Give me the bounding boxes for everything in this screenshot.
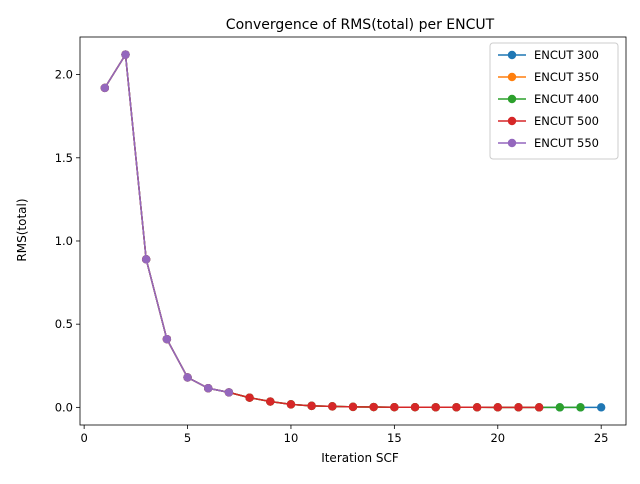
- data-point: [204, 384, 213, 393]
- data-point: [286, 400, 296, 409]
- legend-swatch-marker: [507, 50, 517, 60]
- data-point: [162, 334, 172, 344]
- legend-swatch-marker: [507, 94, 517, 104]
- legend-entry: ENCUT 300: [498, 48, 599, 62]
- data-point: [596, 403, 606, 412]
- legend-box: [489, 42, 619, 160]
- legend-swatch-marker: [507, 72, 517, 82]
- data-point: [390, 402, 399, 412]
- data-point: [472, 403, 482, 412]
- x-tick-label: 20: [490, 431, 505, 445]
- legend-swatch-marker: [507, 138, 517, 148]
- x-axis-label: Iteration SCF: [321, 451, 399, 465]
- legend-label: ENCUT 350: [534, 70, 599, 84]
- axes: 0 5 10 15 20 25 0.0 0.5 1.0 1.5 2.0: [55, 36, 627, 445]
- data-point: [141, 255, 151, 264]
- legend-label: ENCUT 300: [534, 48, 599, 62]
- data-point: [121, 50, 130, 59]
- y-tick-label: 1.5: [55, 151, 73, 165]
- x-tick-label: 25: [594, 431, 609, 445]
- data-point: [266, 397, 275, 406]
- data-point: [348, 402, 358, 412]
- y-axis-label: RMS(total): [15, 198, 29, 261]
- axes-frame: [79, 36, 627, 426]
- data-point: [224, 388, 234, 397]
- data-point: [100, 83, 110, 93]
- legend-label: ENCUT 500: [534, 114, 599, 128]
- legend-swatch-marker: [507, 116, 517, 126]
- series-4: [100, 50, 234, 397]
- legend-entry: ENCUT 400: [498, 92, 599, 106]
- x-tick-label: 10: [284, 431, 299, 445]
- x-tick-label: 5: [184, 431, 191, 445]
- data-point: [328, 402, 337, 411]
- y-tick-label: 0.0: [55, 400, 73, 414]
- data-point: [452, 403, 461, 412]
- y-tick-label: 1.0: [55, 234, 73, 248]
- legend-label: ENCUT 550: [534, 136, 599, 150]
- plot-area: [100, 50, 606, 412]
- chart-title: Convergence of RMS(total) per ENCUT: [226, 17, 495, 33]
- data-point: [514, 403, 523, 412]
- x-tick-label: 0: [80, 431, 87, 445]
- y-tick-label: 0.5: [55, 317, 73, 331]
- data-point: [183, 373, 192, 382]
- series-line: [104, 52, 540, 409]
- data-point: [307, 401, 316, 411]
- data-point: [369, 402, 378, 412]
- data-point: [493, 403, 502, 412]
- data-point: [576, 403, 585, 412]
- legend-entry: ENCUT 500: [498, 114, 599, 128]
- y-tick-label: 2.0: [55, 68, 73, 82]
- legend-entry: ENCUT 350: [498, 70, 599, 84]
- data-point: [534, 403, 544, 412]
- series-3: [100, 50, 544, 412]
- data-point: [555, 403, 565, 412]
- legend: ENCUT 300 ENCUT 350 ENCUT 400 ENCUT 500 ENCU…: [489, 42, 619, 160]
- series-1: [100, 50, 544, 412]
- x-tick-label: 15: [387, 431, 402, 445]
- series-line: [104, 52, 540, 409]
- data-point: [431, 403, 440, 412]
- data-point: [410, 402, 420, 412]
- legend-label: ENCUT 400: [534, 92, 599, 106]
- data-point: [245, 393, 254, 402]
- legend-entry: ENCUT 550: [498, 136, 599, 150]
